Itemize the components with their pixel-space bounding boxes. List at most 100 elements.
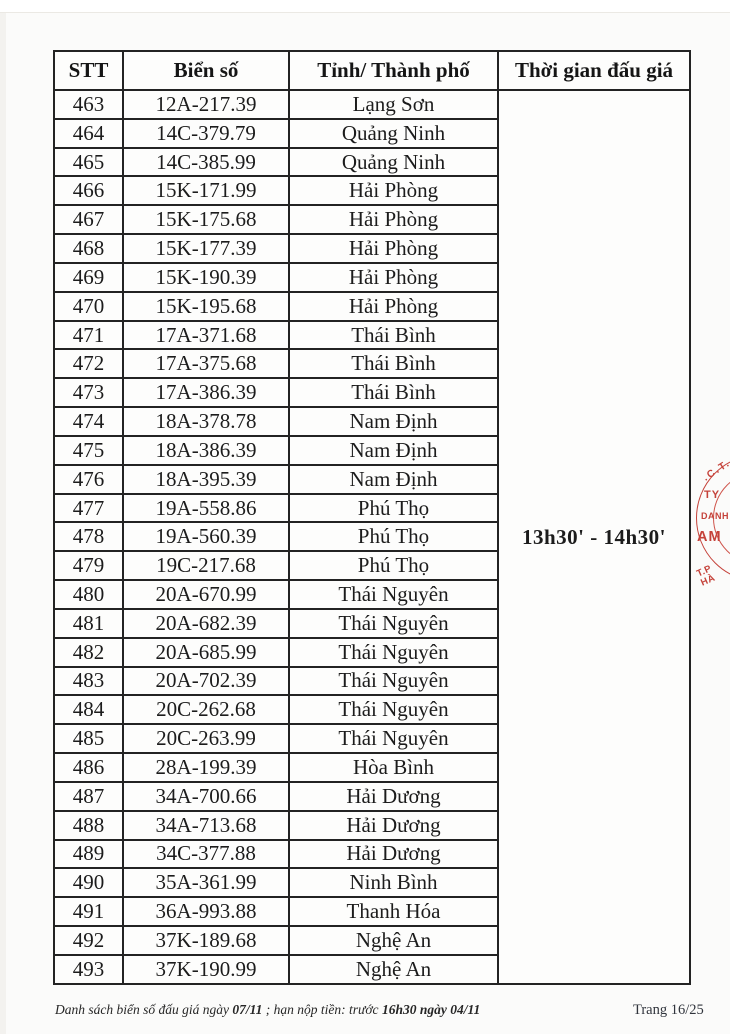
cell-province: Thái Nguyên	[288, 579, 499, 610]
cell-province: Thái Nguyên	[288, 694, 499, 726]
cell-province: Thái Nguyên	[288, 607, 499, 639]
cell-stt: 482	[53, 636, 124, 668]
table-row: 491 36A-993.88 Thanh Hóa	[53, 896, 690, 928]
cell-plate: 20C-263.99	[122, 723, 290, 755]
cell-plate: 15K-195.68	[122, 290, 290, 322]
table-row: 484 20C-262.68 Thái Nguyên	[53, 694, 690, 726]
cell-plate: 34C-377.88	[122, 838, 290, 870]
cell-plate: 37K-189.68	[122, 925, 290, 956]
cell-province: Quảng Ninh	[288, 117, 499, 149]
cell-plate: 37K-190.99	[122, 953, 290, 986]
scan-left-edge	[0, 0, 6, 1034]
table-row: 465 14C-385.99 Quảng Ninh	[53, 146, 690, 178]
cell-stt: 484	[53, 694, 124, 726]
table-row: 474 18A-378.78 Nam Định	[53, 406, 690, 437]
table-row: 486 28A-199.39 Hòa Bình	[53, 752, 690, 783]
table-row: 481 20A-682.39 Thái Nguyên	[53, 607, 690, 639]
table-header-row: STT Biển số Tỉnh/ Thành phố Thời gian đấ…	[53, 50, 691, 91]
cell-province: Lạng Sơn	[288, 89, 499, 120]
cell-stt: 493	[53, 953, 124, 986]
cell-province: Quảng Ninh	[288, 146, 499, 178]
cell-province: Hải Phòng	[288, 261, 499, 293]
cell-plate: 17A-386.39	[122, 377, 290, 409]
cell-plate: 36A-993.88	[122, 896, 290, 928]
cell-plate: 18A-386.39	[122, 434, 290, 466]
footer-note-prefix: Danh sách biển số đấu giá ngày	[55, 1002, 233, 1017]
header-stt: STT	[53, 50, 124, 91]
cell-stt: 472	[53, 348, 124, 380]
page-number: Trang 16/25	[633, 1002, 704, 1018]
cell-province: Thái Nguyên	[288, 723, 499, 755]
cell-plate: 15K-175.68	[122, 204, 290, 236]
auction-time-cell: 13h30' - 14h30'	[497, 89, 691, 985]
cell-province: Phú Thọ	[288, 550, 499, 582]
cell-province: Thanh Hóa	[288, 896, 499, 928]
cell-stt: 471	[53, 319, 124, 351]
cell-plate: 20A-682.39	[122, 607, 290, 639]
table-row: 493 37K-190.99 Nghệ An	[53, 953, 690, 986]
cell-province: Hải Dương	[288, 838, 499, 870]
table-row: 467 15K-175.68 Hải Phòng	[53, 204, 690, 236]
cell-stt: 481	[53, 607, 124, 639]
cell-plate: 17A-375.68	[122, 348, 290, 380]
cell-province: Hải Dương	[288, 780, 499, 812]
cell-stt: 467	[53, 204, 124, 236]
cell-stt: 477	[53, 492, 124, 524]
table-row: 487 34A-700.66 Hải Dương	[53, 780, 690, 812]
table-row: 464 14C-379.79 Quảng Ninh	[53, 117, 690, 149]
cell-plate: 15K-177.39	[122, 233, 290, 264]
cell-plate: 20C-262.68	[122, 694, 290, 726]
cell-stt: 475	[53, 434, 124, 466]
cell-province: Phú Thọ	[288, 521, 499, 553]
table-row: 477 19A-558.86 Phú Thọ	[53, 492, 690, 524]
cell-stt: 486	[53, 752, 124, 783]
cell-plate: 18A-378.78	[122, 406, 290, 437]
cell-plate: 20A-670.99	[122, 579, 290, 610]
cell-stt: 478	[53, 521, 124, 553]
cell-plate: 34A-713.68	[122, 809, 290, 841]
table-body: 463 12A-217.39 Lạng Sơn 13h30' - 14h30' 464 1…	[53, 89, 691, 986]
cell-plate: 20A-702.39	[122, 665, 290, 697]
cell-province: Hải Phòng	[288, 175, 499, 207]
cell-stt: 469	[53, 261, 124, 293]
table-row: 490 35A-361.99 Ninh Bình	[53, 867, 690, 899]
table-row: 485 20C-263.99 Thái Nguyên	[53, 723, 690, 755]
table-row: 479 19C-217.68 Phú Thọ	[53, 550, 690, 582]
cell-stt: 483	[53, 665, 124, 697]
header-bien-so: Biển số	[122, 50, 290, 91]
cell-stt: 465	[53, 146, 124, 178]
cell-province: Thái Nguyên	[288, 665, 499, 697]
cell-stt: 485	[53, 723, 124, 755]
footer-note-deadline: 16h30 ngày 04/11	[381, 1002, 481, 1017]
cell-plate: 17A-371.68	[122, 319, 290, 351]
footer-note-mid: ; hạn nộp tiền: trước	[262, 1002, 382, 1017]
cell-stt: 476	[53, 463, 124, 495]
cell-stt: 490	[53, 867, 124, 899]
cell-province: Nghệ An	[288, 953, 499, 986]
cell-stt: 464	[53, 117, 124, 149]
cell-stt: 473	[53, 377, 124, 409]
cell-stt: 470	[53, 290, 124, 322]
table-row: 476 18A-395.39 Nam Định	[53, 463, 690, 495]
cell-stt: 492	[53, 925, 124, 956]
auction-plate-table: STT Biển số Tỉnh/ Thành phố Thời gian đấ…	[53, 50, 691, 986]
table-row: 472 17A-375.68 Thái Bình	[53, 348, 690, 380]
footer-note: Danh sách biển số đấu giá ngày 07/11 ; h…	[55, 1002, 480, 1018]
cell-province: Nghệ An	[288, 925, 499, 956]
cell-stt: 489	[53, 838, 124, 870]
table-row: 463 12A-217.39 Lạng Sơn 13h30' - 14h30'	[53, 89, 691, 985]
table-row: 469 15K-190.39 Hải Phòng	[53, 261, 690, 293]
stamp-arc-bottom-text: T.P HÀ	[695, 563, 717, 589]
cell-province: Thái Bình	[288, 377, 499, 409]
table-row: 475 18A-386.39 Nam Định	[53, 434, 690, 466]
cell-province: Nam Định	[288, 434, 499, 466]
cell-province: Phú Thọ	[288, 492, 499, 524]
cell-plate: 28A-199.39	[122, 752, 290, 783]
header-tinh-thanh-pho: Tỉnh/ Thành phố	[288, 50, 499, 91]
cell-plate: 12A-217.39	[122, 89, 290, 120]
header-thoi-gian-dau-gia: Thời gian đấu giá	[497, 50, 691, 91]
cell-province: Hải Phòng	[288, 290, 499, 322]
footer-note-date: 07/11	[232, 1002, 263, 1017]
cell-province: Ninh Bình	[288, 867, 499, 899]
